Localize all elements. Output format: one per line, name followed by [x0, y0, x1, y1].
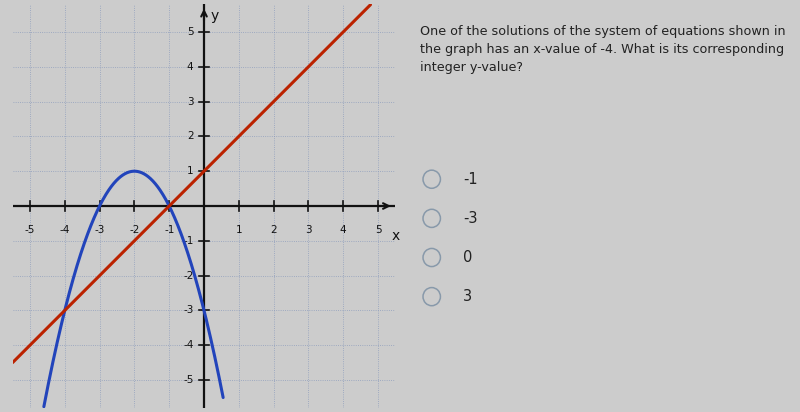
Text: -4: -4: [59, 225, 70, 235]
Text: 1: 1: [187, 166, 194, 176]
Text: -2: -2: [183, 271, 194, 281]
Text: -5: -5: [25, 225, 35, 235]
Text: -3: -3: [183, 305, 194, 316]
Text: 2: 2: [270, 225, 277, 235]
Text: -1: -1: [183, 236, 194, 246]
Text: One of the solutions of the system of equations shown in
the graph has an x-valu: One of the solutions of the system of eq…: [420, 25, 786, 74]
Text: 4: 4: [187, 62, 194, 72]
Text: 3: 3: [463, 289, 473, 304]
Text: 5: 5: [187, 27, 194, 37]
Text: -1: -1: [463, 172, 478, 187]
Text: -2: -2: [129, 225, 139, 235]
Text: y: y: [211, 9, 219, 23]
Text: 1: 1: [235, 225, 242, 235]
Text: -1: -1: [164, 225, 174, 235]
Text: -5: -5: [183, 375, 194, 385]
Text: 3: 3: [187, 96, 194, 107]
Text: -4: -4: [183, 340, 194, 350]
Text: 0: 0: [463, 250, 473, 265]
Text: 4: 4: [340, 225, 346, 235]
Text: -3: -3: [463, 211, 478, 226]
Text: -3: -3: [94, 225, 105, 235]
Text: 2: 2: [187, 131, 194, 141]
Text: 3: 3: [305, 225, 312, 235]
Text: 5: 5: [374, 225, 382, 235]
Text: x: x: [392, 229, 400, 243]
